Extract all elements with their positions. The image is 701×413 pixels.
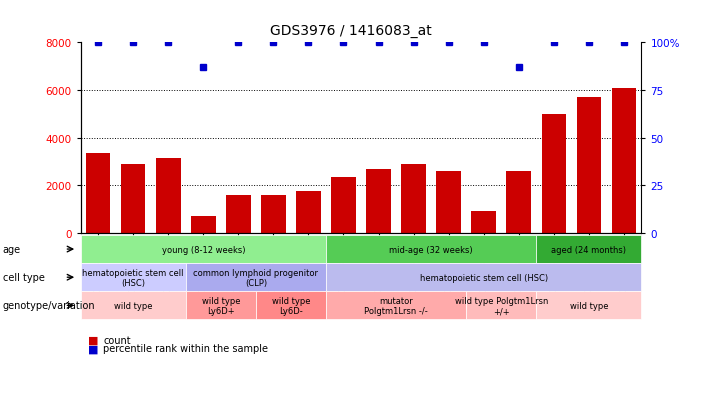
Bar xyxy=(402,164,426,233)
Text: young (8-12 weeks): young (8-12 weeks) xyxy=(161,245,245,254)
Bar xyxy=(577,98,601,233)
Text: wild type: wild type xyxy=(570,301,608,310)
Text: mid-age (32 weeks): mid-age (32 weeks) xyxy=(389,245,473,254)
Bar xyxy=(612,88,637,233)
Bar xyxy=(226,195,251,233)
Text: genotype/variation: genotype/variation xyxy=(3,301,95,311)
Bar xyxy=(86,154,111,233)
Text: cell type: cell type xyxy=(3,273,45,282)
Bar xyxy=(191,217,216,233)
Text: aged (24 months): aged (24 months) xyxy=(552,245,626,254)
Text: mutator
Polgtm1Lrsn -/-: mutator Polgtm1Lrsn -/- xyxy=(365,296,428,315)
Bar xyxy=(367,170,391,233)
Text: age: age xyxy=(3,244,21,254)
Bar xyxy=(332,178,356,233)
Text: wild type
Ly6D-: wild type Ly6D- xyxy=(272,296,310,315)
Text: count: count xyxy=(103,335,130,345)
Bar xyxy=(472,212,496,233)
Text: GDS3976 / 1416083_at: GDS3976 / 1416083_at xyxy=(270,24,431,38)
Bar xyxy=(436,172,461,233)
Bar xyxy=(507,172,531,233)
Text: hematopoietic stem cell
(HSC): hematopoietic stem cell (HSC) xyxy=(83,268,184,287)
Text: ■: ■ xyxy=(88,344,98,354)
Bar xyxy=(542,114,566,233)
Bar xyxy=(297,192,321,233)
Text: percentile rank within the sample: percentile rank within the sample xyxy=(103,344,268,354)
Bar xyxy=(121,164,146,233)
Text: ■: ■ xyxy=(88,335,98,345)
Bar xyxy=(261,195,286,233)
Text: common lymphoid progenitor
(CLP): common lymphoid progenitor (CLP) xyxy=(193,268,318,287)
Text: wild type Polgtm1Lrsn
+/+: wild type Polgtm1Lrsn +/+ xyxy=(454,296,548,315)
Text: wild type
Ly6D+: wild type Ly6D+ xyxy=(202,296,240,315)
Text: hematopoietic stem cell (HSC): hematopoietic stem cell (HSC) xyxy=(420,273,547,282)
Bar xyxy=(156,159,181,233)
Text: wild type: wild type xyxy=(114,301,152,310)
